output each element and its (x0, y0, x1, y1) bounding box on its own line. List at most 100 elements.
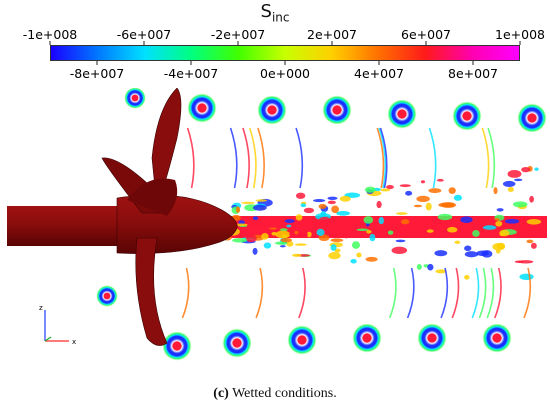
vortex-filament (451, 267, 460, 319)
wake-structure (252, 216, 259, 221)
wake-structure (295, 214, 303, 221)
axis-z-label: z (39, 304, 43, 312)
wake-structure (318, 203, 327, 209)
wake-structure (427, 263, 434, 271)
wake-structure (476, 250, 489, 257)
vortex-filament (181, 267, 190, 319)
vortex-filament (186, 127, 195, 189)
vortex-filament (523, 267, 532, 319)
wake-structure (405, 190, 413, 196)
colorbar-bottom-tick-label: 0e+000 (260, 66, 310, 81)
wake-structure (275, 230, 291, 239)
wake-structure (369, 233, 376, 242)
wake-structure (434, 250, 448, 257)
wake-structure (526, 239, 534, 244)
wake-structure (386, 184, 394, 190)
vortex-filament (471, 267, 480, 319)
wake-structure (250, 223, 263, 229)
wake-structure (387, 230, 394, 235)
tip-vortex (257, 95, 287, 125)
colorbar-bottom-tick-label: 4e+007 (354, 66, 404, 81)
tip-vortex (322, 95, 352, 125)
wake-structure (334, 248, 341, 253)
wake-structure (356, 228, 369, 232)
colorbar-top-tick-label: -6e+007 (117, 27, 172, 42)
vortex-filament (478, 267, 487, 319)
wake-structure (271, 231, 277, 236)
tip-vortex (96, 285, 118, 307)
tip-vortex (124, 88, 146, 109)
wake-structure (331, 205, 339, 214)
vortex-filament (487, 127, 496, 189)
wake-structure (328, 252, 341, 260)
tip-vortex (187, 93, 217, 123)
wake-structure (507, 186, 514, 193)
colorbar-bottom-tick-label: 8e+007 (448, 66, 498, 81)
wake-structure (234, 223, 248, 226)
wake-structure (426, 229, 434, 233)
wake-structure (284, 219, 295, 224)
wake-structure (400, 219, 410, 225)
wake-structure (318, 216, 331, 225)
wake-structure (245, 234, 257, 243)
wake-structure (482, 225, 497, 230)
vortex-filament (486, 267, 495, 319)
wake-structure (232, 238, 248, 243)
wake-structure (425, 202, 432, 211)
wake-structure (502, 180, 516, 187)
wake-structure (327, 196, 338, 201)
wake-structure (269, 227, 277, 230)
colorbar-top-tick-label: -2e+007 (211, 27, 266, 42)
tip-vortex (387, 99, 417, 129)
vortex-filament (255, 267, 264, 319)
wake-structure (294, 230, 299, 235)
wake-structure (529, 195, 534, 203)
vortex-filament (440, 267, 449, 319)
wake-structure (396, 212, 408, 215)
wake-structure (327, 200, 336, 205)
tip-vortex (482, 323, 512, 353)
vortex-filament (298, 267, 306, 319)
wake-structure (479, 219, 489, 224)
vortex-filament (242, 127, 250, 189)
wake-structure (366, 230, 372, 234)
wake-structure (530, 242, 537, 249)
wake-structure (330, 244, 337, 251)
wake-structure (472, 229, 480, 237)
wake-structure (364, 186, 376, 193)
colorbar-bottom-tick-label: -4e+007 (164, 66, 219, 81)
wake-structure (295, 192, 306, 199)
wake-structure (518, 260, 534, 264)
wake-structure (534, 167, 539, 171)
wake-structure (454, 240, 461, 244)
wake-structure (294, 243, 307, 246)
vortex-filament (379, 127, 388, 189)
wake-structure (438, 202, 455, 208)
vortex-filament (378, 127, 387, 189)
wake-structure (356, 252, 362, 258)
wake-structure (286, 224, 292, 228)
tip-vortices (96, 88, 547, 361)
colorbar-top-tick-label: -1e+008 (23, 27, 78, 42)
axes-triad-icon: z x (39, 304, 76, 346)
wake-structure (447, 226, 458, 233)
wake-structure (378, 216, 385, 225)
wake-structure (365, 256, 378, 262)
wake-structure (514, 178, 523, 182)
tip-vortex (452, 101, 482, 131)
wake-structure (306, 231, 312, 238)
wake-structure (279, 245, 286, 248)
propeller-icon (7, 88, 238, 346)
colorbar-title: Sinc (260, 1, 290, 25)
wake-structure (460, 216, 473, 224)
wake-structure (316, 228, 325, 236)
wake-structure (363, 216, 374, 224)
vortex-filament (428, 127, 437, 189)
tip-vortex (222, 328, 252, 358)
wake-structure (275, 241, 288, 245)
tip-vortex (517, 103, 547, 133)
wake-structure (300, 203, 307, 208)
vortex-filament (295, 127, 304, 189)
wake-structure (493, 187, 498, 195)
wake-structure (238, 220, 245, 225)
